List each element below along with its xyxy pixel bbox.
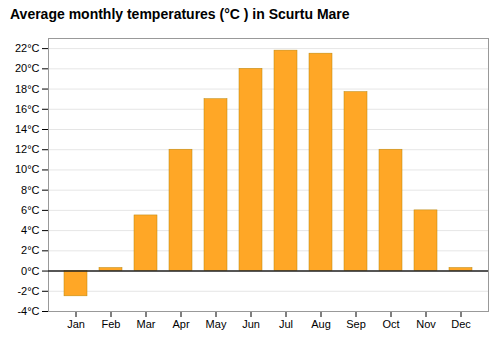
svg-text:20°C: 20°C bbox=[15, 62, 40, 74]
svg-text:Sep: Sep bbox=[346, 318, 366, 330]
svg-text:Oct: Oct bbox=[382, 318, 399, 330]
svg-text:Jun: Jun bbox=[242, 318, 260, 330]
svg-text:-4°C: -4°C bbox=[17, 305, 39, 317]
svg-text:Nov: Nov bbox=[416, 318, 436, 330]
svg-text:12°C: 12°C bbox=[15, 143, 40, 155]
svg-text:2°C: 2°C bbox=[21, 244, 40, 256]
svg-text:8°C: 8°C bbox=[21, 184, 40, 196]
svg-text:May: May bbox=[206, 318, 227, 330]
svg-text:Mar: Mar bbox=[137, 318, 156, 330]
svg-text:22°C: 22°C bbox=[15, 42, 40, 54]
svg-text:Jul: Jul bbox=[279, 318, 293, 330]
svg-text:Feb: Feb bbox=[102, 318, 121, 330]
svg-text:Aug: Aug bbox=[311, 318, 331, 330]
svg-text:Jan: Jan bbox=[67, 318, 85, 330]
svg-text:6°C: 6°C bbox=[21, 204, 40, 216]
svg-text:4°C: 4°C bbox=[21, 224, 40, 236]
svg-text:10°C: 10°C bbox=[15, 163, 40, 175]
svg-text:Apr: Apr bbox=[172, 318, 189, 330]
svg-text:18°C: 18°C bbox=[15, 83, 40, 95]
svg-text:16°C: 16°C bbox=[15, 103, 40, 115]
svg-text:Dec: Dec bbox=[451, 318, 471, 330]
svg-text:14°C: 14°C bbox=[15, 123, 40, 135]
svg-text:-2°C: -2°C bbox=[17, 285, 39, 297]
html-text:Average monthly temperatures (: Average monthly temperatures (°C ) in Sc… bbox=[10, 6, 350, 22]
svg-text:0°C: 0°C bbox=[21, 265, 40, 277]
